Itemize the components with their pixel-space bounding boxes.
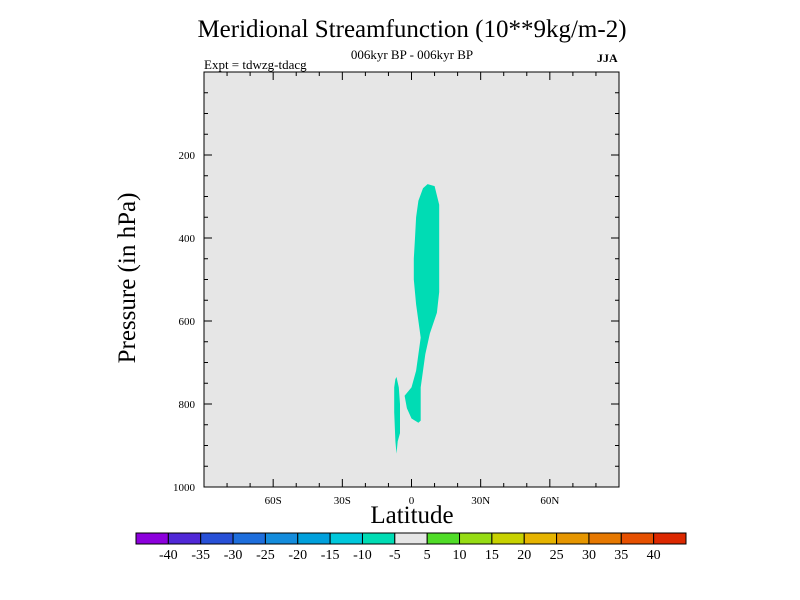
colorbar-swatch: [297, 532, 331, 545]
contour-region: [394, 377, 400, 454]
colorbar-label: -5: [389, 548, 401, 563]
plot-frame: [203, 71, 620, 488]
colorbar-swatch: [459, 532, 493, 545]
tick-labels: 60S 30S 0 30N 60N 200 400 600 800 1000: [173, 150, 559, 507]
colorbar-label: 25: [550, 548, 564, 563]
colorbar-swatch: [491, 532, 525, 545]
colorbar-swatch: [361, 532, 396, 545]
colorbar-label: 10: [453, 548, 467, 563]
colorbar-label: -25: [256, 548, 275, 563]
colorbar-swatch: [394, 532, 428, 545]
plot-background: [204, 72, 619, 487]
colorbar: -40 -35 -30 -25 -20 -15 -10 -5 5 10 15 20 25 30 35 40: [135, 532, 687, 563]
season-label: JJA: [597, 51, 618, 65]
colorbar-label: 40: [647, 548, 661, 563]
y-tick-label: 400: [179, 233, 196, 245]
y-tick-label: 200: [179, 150, 196, 162]
chart-title: Meridional Streamfunction (10**9kg/m-2): [197, 16, 627, 43]
colorbar-swatch: [200, 532, 234, 545]
colorbar-label: 30: [582, 548, 596, 563]
axis-ticks: [204, 72, 619, 487]
chart-subtitle: 006kyr BP - 006kyr BP: [350, 47, 474, 62]
x-tick-label: 30N: [471, 495, 490, 507]
experiment-label: Expt = tdwzg-tdacg: [204, 57, 307, 72]
contour-region: [404, 184, 440, 423]
colorbar-label: 20: [517, 548, 531, 563]
colorbar-swatch: [135, 532, 169, 545]
colorbar-swatch: [620, 532, 655, 545]
colorbar-label: 35: [614, 548, 628, 563]
contour-regions: [394, 184, 440, 454]
colorbar-swatch: [329, 532, 363, 545]
colorbar-label: -30: [224, 548, 243, 563]
colorbar-swatch: [167, 532, 202, 545]
colorbar-label: 5: [424, 548, 431, 563]
x-tick-label: 60S: [265, 495, 282, 507]
colorbar-swatch: [232, 532, 266, 545]
colorbar-label: 15: [485, 548, 499, 563]
colorbar-label: -20: [288, 548, 307, 563]
x-tick-label: 30S: [334, 495, 351, 507]
colorbar-swatch: [426, 532, 461, 545]
colorbar-swatch: [653, 532, 687, 545]
colorbar-swatch: [556, 532, 590, 545]
colorbar-swatch: [523, 532, 558, 545]
x-axis-title: Latitude: [370, 502, 454, 529]
colorbar-swatch: [588, 532, 622, 545]
colorbar-label: -10: [353, 548, 372, 563]
colorbar-label: -40: [159, 548, 178, 563]
y-tick-label: 800: [179, 399, 196, 411]
x-tick-label: 60N: [540, 495, 559, 507]
colorbar-swatch: [264, 532, 299, 545]
y-tick-label: 1000: [173, 482, 196, 494]
x-tick-label: 0: [409, 495, 415, 507]
colorbar-label: -35: [191, 548, 210, 563]
colorbar-label: -15: [321, 548, 340, 563]
y-tick-label: 600: [179, 316, 196, 328]
